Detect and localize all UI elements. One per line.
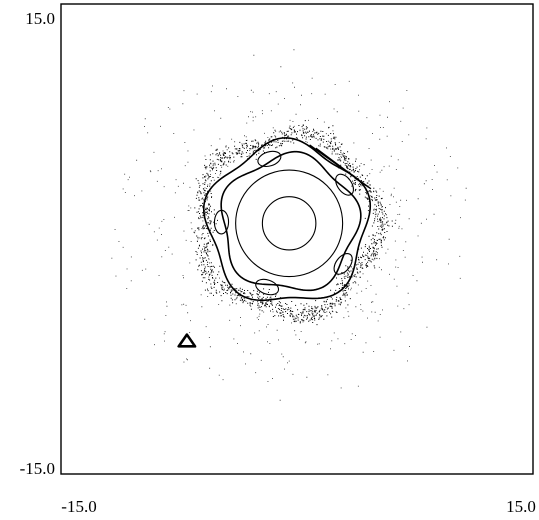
y-tick-label-bottom: -15.0 bbox=[20, 459, 55, 478]
island-1 bbox=[257, 150, 282, 168]
x-tick-label-right: 15.0 bbox=[506, 497, 536, 516]
island-0 bbox=[335, 173, 354, 196]
orbit-pentagon-2 bbox=[220, 150, 362, 292]
orbit-circle-1 bbox=[235, 169, 344, 278]
plot-frame bbox=[60, 3, 534, 475]
y-tick-label-top: 15.0 bbox=[25, 9, 55, 28]
x-tick-label-left: -15.0 bbox=[61, 497, 96, 516]
orbit-segment-8 bbox=[315, 147, 367, 187]
orbit-pentagon-3 bbox=[202, 137, 372, 302]
plot-marks bbox=[111, 49, 467, 401]
island-3 bbox=[255, 278, 280, 296]
orbit-triangle-9 bbox=[177, 333, 197, 348]
island-4 bbox=[333, 253, 353, 275]
orbit-circle-0 bbox=[261, 196, 317, 251]
island-2 bbox=[213, 209, 230, 235]
